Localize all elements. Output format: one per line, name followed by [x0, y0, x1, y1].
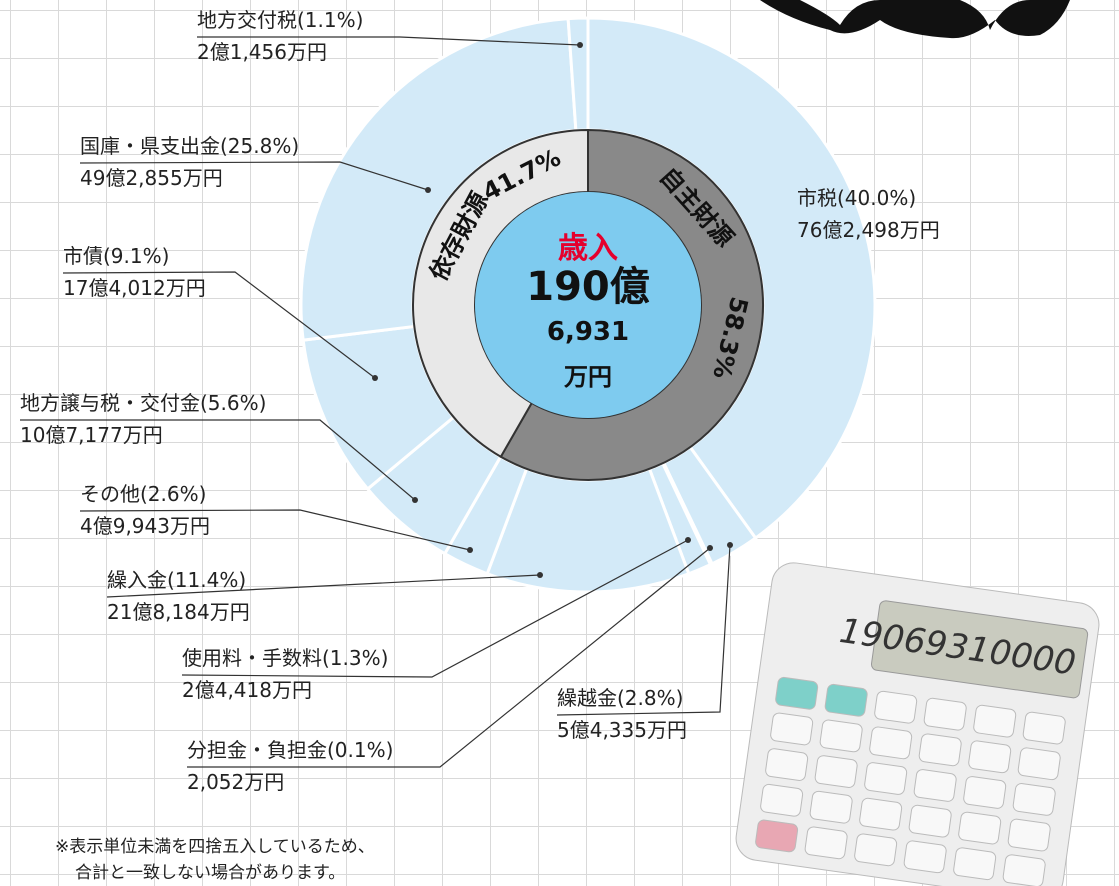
- segment-name: 国庫・県支出金: [80, 134, 220, 158]
- segment-label: 繰越金(2.8%): [557, 686, 683, 710]
- calculator-key: [958, 811, 1002, 844]
- calculator-key: [923, 698, 967, 731]
- calculator-key: [775, 677, 819, 710]
- segment-percent: (2.6%): [140, 482, 206, 506]
- leader-dot: [727, 542, 733, 548]
- calculator-key: [854, 833, 898, 866]
- segment-amount: 2億4,418万円: [182, 678, 312, 702]
- leader-dot: [412, 497, 418, 503]
- segment-name: その他: [80, 482, 140, 506]
- note: 合計と一致しない場合があります。: [75, 863, 345, 883]
- calculator-key: [765, 748, 809, 781]
- calculator: 19069310000: [733, 560, 1102, 886]
- segment-name: 市債: [63, 244, 103, 268]
- center-total: 6,931: [547, 317, 629, 347]
- leader-dot: [372, 375, 378, 381]
- segment-amount: 2億1,456万円: [197, 40, 327, 64]
- segment-label: 分担金・負担金(0.1%): [187, 738, 393, 762]
- page: 19069310000 自主財源58.3%依存財源41.7%歳入190億6,93…: [0, 0, 1119, 886]
- segment-amount: 21億8,184万円: [107, 600, 250, 624]
- leader-dot: [577, 42, 583, 48]
- calculator-key: [824, 684, 868, 717]
- chart: 19069310000 自主財源58.3%依存財源41.7%歳入190億6,93…: [0, 0, 1119, 886]
- segment-name: 繰越金: [557, 686, 617, 710]
- calculator-key: [953, 847, 997, 880]
- center-label: 歳入: [558, 231, 618, 266]
- segment-name: 地方譲与税・交付金: [20, 391, 200, 415]
- segment-name: 繰入金: [107, 568, 167, 592]
- segment-name: 市税: [797, 186, 837, 210]
- segment-percent: (25.8%): [220, 134, 299, 158]
- segment-name: 分担金・負担金: [187, 738, 327, 762]
- segment-amount: 76億2,498万円: [797, 218, 940, 242]
- segment-amount: 4億9,943万円: [80, 514, 210, 538]
- segment-label: 市債(9.1%): [63, 244, 169, 268]
- segment-name: 地方交付税: [197, 8, 297, 32]
- center-total: 万円: [564, 363, 612, 391]
- segment-percent: (0.1%): [327, 738, 393, 762]
- segment-label: 国庫・県支出金(25.8%): [80, 134, 299, 158]
- calculator-key: [864, 762, 908, 795]
- calculator-key: [770, 712, 814, 745]
- note: ※表示単位未満を四捨五入しているため、: [55, 837, 375, 857]
- calculator-key: [804, 826, 848, 859]
- segment-label: 使用料・手数料(1.3%): [182, 646, 388, 670]
- calculator-key: [973, 704, 1017, 737]
- segment-amount: 10億7,177万円: [20, 423, 163, 447]
- calculator-key: [1012, 783, 1056, 816]
- segment-label: 地方交付税(1.1%): [197, 8, 363, 32]
- leader-dot: [467, 547, 473, 553]
- calculator-key: [968, 740, 1012, 773]
- calculator-key: [1002, 854, 1046, 886]
- segment-label: 市税(40.0%): [797, 186, 916, 210]
- segment-percent: (40.0%): [837, 186, 916, 210]
- segment-percent: (1.3%): [322, 646, 388, 670]
- segment-name: 使用料・手数料: [182, 646, 322, 670]
- leader-dot: [707, 545, 713, 551]
- decoration: [760, 0, 1070, 38]
- calculator-key: [869, 726, 913, 759]
- segment-percent: (11.4%): [167, 568, 246, 592]
- segment-percent: (1.1%): [297, 8, 363, 32]
- segment-percent: (9.1%): [103, 244, 169, 268]
- segment-amount: 17億4,012万円: [63, 276, 206, 300]
- calculator-key: [1007, 818, 1051, 851]
- calculator-key: [1017, 747, 1061, 780]
- calculator-key: [760, 784, 804, 817]
- segment-amount: 5億4,335万円: [557, 718, 687, 742]
- calculator-key: [913, 769, 957, 802]
- center-total: 190億: [526, 264, 650, 310]
- leader-dot: [685, 537, 691, 543]
- calculator-key: [859, 798, 903, 831]
- segment-percent: (5.6%): [200, 391, 266, 415]
- calculator-key: [755, 819, 799, 852]
- calculator-key: [814, 755, 858, 788]
- segment-label: 地方譲与税・交付金(5.6%): [20, 391, 266, 415]
- leader-dot: [425, 187, 431, 193]
- segment-amount: 2,052万円: [187, 770, 284, 794]
- segment-amount: 49億2,855万円: [80, 166, 223, 190]
- segment-label: その他(2.6%): [80, 482, 206, 506]
- segment-label: 繰入金(11.4%): [107, 568, 246, 592]
- calculator-key: [918, 733, 962, 766]
- calculator-key: [809, 791, 853, 824]
- calculator-key: [963, 776, 1007, 809]
- calculator-key: [903, 840, 947, 873]
- calculator-key: [819, 719, 863, 752]
- calculator-key: [1022, 711, 1066, 744]
- segment-percent: (2.8%): [617, 686, 683, 710]
- calculator-key: [908, 804, 952, 837]
- leader-dot: [537, 572, 543, 578]
- calculator-key: [874, 691, 918, 724]
